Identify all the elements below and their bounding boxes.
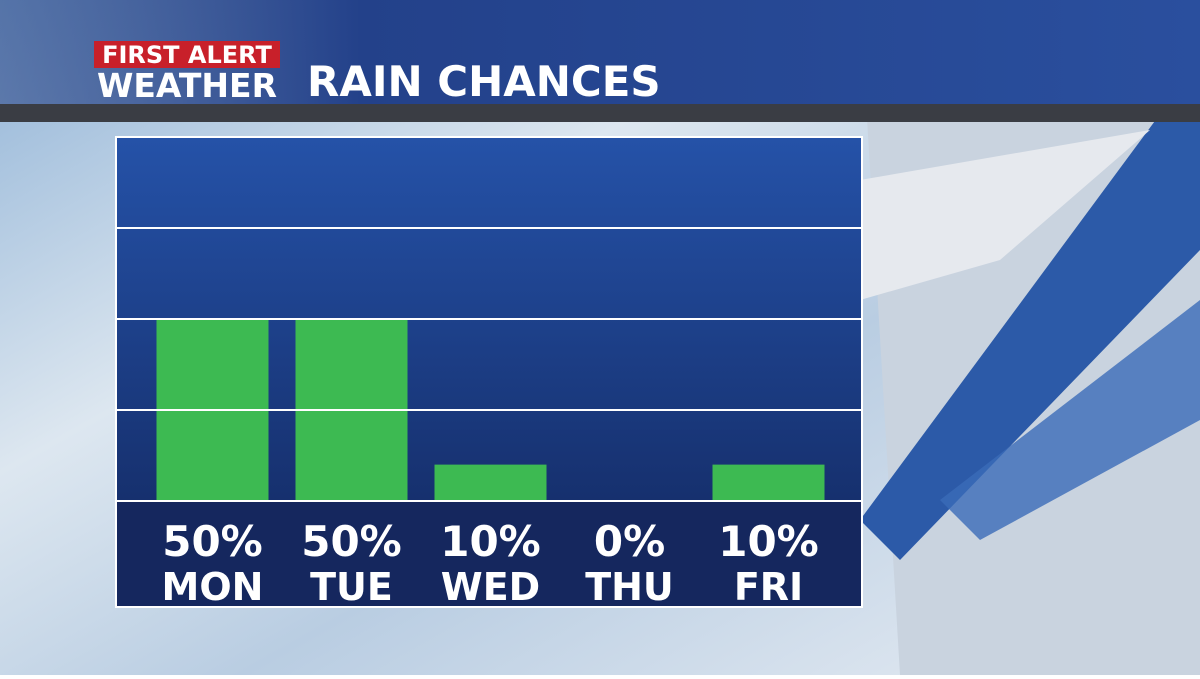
background-shape: [860, 130, 1150, 300]
label-panel: [115, 500, 863, 608]
bar: [434, 464, 547, 501]
value-label: 0%: [594, 517, 665, 566]
x-tick-label: FRI: [734, 565, 803, 609]
value-label: 50%: [162, 517, 263, 566]
logo-box: [94, 41, 280, 68]
chart-title: RAIN CHANCES: [307, 57, 661, 106]
x-tick-label: WED: [441, 565, 540, 609]
x-tick-label: THU: [585, 565, 674, 609]
x-tick-label: TUE: [310, 565, 393, 609]
header-strip: [0, 104, 1200, 122]
logo-line2: WEATHER: [97, 66, 277, 105]
bar: [712, 464, 825, 501]
value-label: 10%: [440, 517, 541, 566]
background-shape: [940, 300, 1200, 540]
logo-line1: FIRST ALERT: [102, 41, 272, 69]
background-shape: [860, 60, 1200, 560]
value-label: 50%: [301, 517, 402, 566]
x-tick-label: MON: [162, 565, 264, 609]
value-label: 10%: [718, 517, 819, 566]
